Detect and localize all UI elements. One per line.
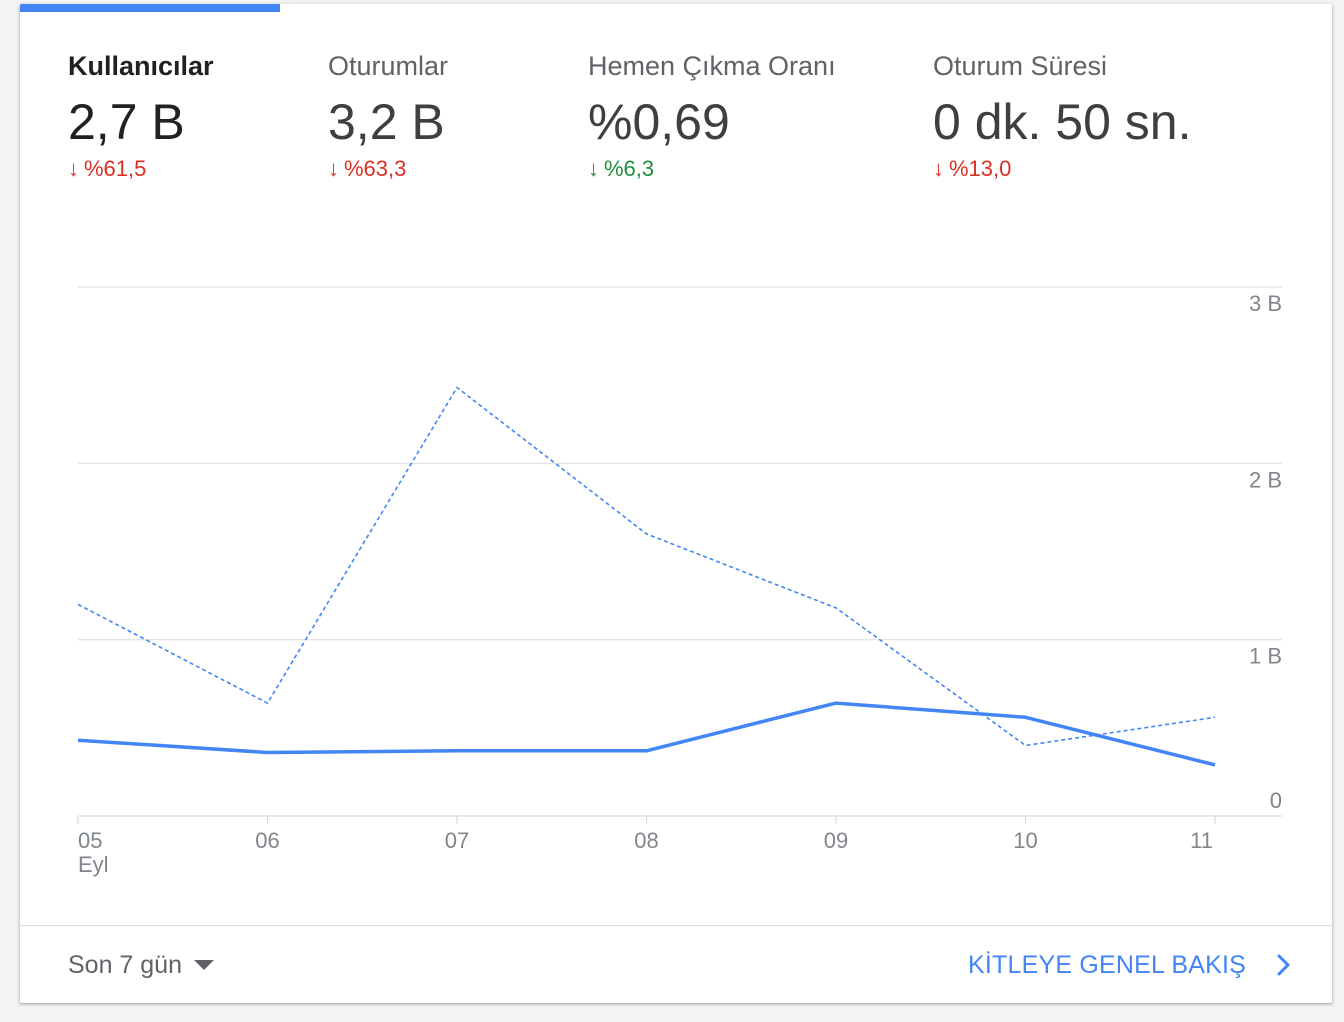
metric-change-value: %63,3 (344, 156, 407, 181)
caret-down-icon (194, 960, 214, 970)
metric-value: 0 dk. 50 sn. (933, 94, 1192, 150)
metric-value: 3,2 B (328, 94, 445, 150)
metric-change: ↓ %61,5 (68, 156, 214, 182)
arrow-down-icon: ↓ (328, 156, 339, 181)
metric-change-value: %61,5 (84, 156, 147, 181)
x-tick-label: 10 (1013, 828, 1037, 853)
y-tick-label: 0 (1270, 788, 1282, 813)
metric-label: Oturumlar (328, 51, 449, 81)
metric-change: ↓ %13,0 (933, 156, 1192, 182)
series-line-current (77, 701, 1216, 767)
metric-tab-users[interactable]: Kullanıcılar 2,7 B ↓ %61,5 (68, 48, 214, 182)
x-tick-label: 07 (445, 828, 469, 853)
y-tick-label: 2 B (1249, 467, 1282, 492)
date-range-label: Son 7 gün (68, 950, 182, 979)
arrow-down-icon: ↓ (588, 156, 599, 181)
footer-divider (20, 925, 1332, 926)
arrow-down-icon: ↓ (68, 156, 79, 181)
metric-value: 2,7 B (68, 94, 185, 150)
line-chart: 0 1 B 2 B 3 B 05 06 07 08 09 10 11 Eyl (77, 286, 1282, 877)
arrow-down-icon: ↓ (933, 156, 944, 181)
x-tick-sublabel: Eyl (78, 852, 109, 877)
date-range-dropdown[interactable]: Son 7 gün (68, 944, 214, 986)
x-tick-label: 05 (78, 828, 102, 853)
chevron-right-icon (1276, 953, 1292, 977)
metric-change: ↓ %63,3 (328, 156, 448, 182)
metric-tab-sessions[interactable]: Oturumlar 3,2 B ↓ %63,3 (328, 48, 448, 182)
metric-tab-bounce-rate[interactable]: Hemen Çıkma Oranı %0,69 ↓ %6,3 (588, 48, 836, 182)
active-tab-indicator (20, 4, 280, 12)
metric-value: %0,69 (588, 94, 730, 150)
metric-label: Hemen Çıkma Oranı (588, 51, 836, 81)
metric-change-value: %13,0 (949, 156, 1012, 181)
x-tick-label: 08 (634, 828, 658, 853)
y-tick-label: 1 B (1249, 644, 1282, 669)
metric-label: Oturum Süresi (933, 51, 1108, 81)
audience-overview-link[interactable]: KİTLEYE GENEL BAKIŞ (968, 944, 1292, 986)
metric-tab-session-duration[interactable]: Oturum Süresi 0 dk. 50 sn. ↓ %13,0 (933, 48, 1192, 182)
series-line-comparison (77, 386, 1216, 747)
metric-change-value: %6,3 (604, 156, 655, 181)
x-tick-label: 11 (1190, 828, 1213, 853)
x-tick-label: 06 (255, 828, 279, 853)
audience-overview-label: KİTLEYE GENEL BAKIŞ (968, 950, 1246, 979)
metric-label: Kullanıcılar (68, 51, 214, 81)
x-tick-label: 09 (824, 828, 848, 853)
metric-change: ↓ %6,3 (588, 156, 836, 182)
y-tick-label: 3 B (1249, 291, 1282, 316)
audience-overview-card: Kullanıcılar 2,7 B ↓ %61,5 Oturumlar 3,2 … (20, 4, 1332, 1003)
